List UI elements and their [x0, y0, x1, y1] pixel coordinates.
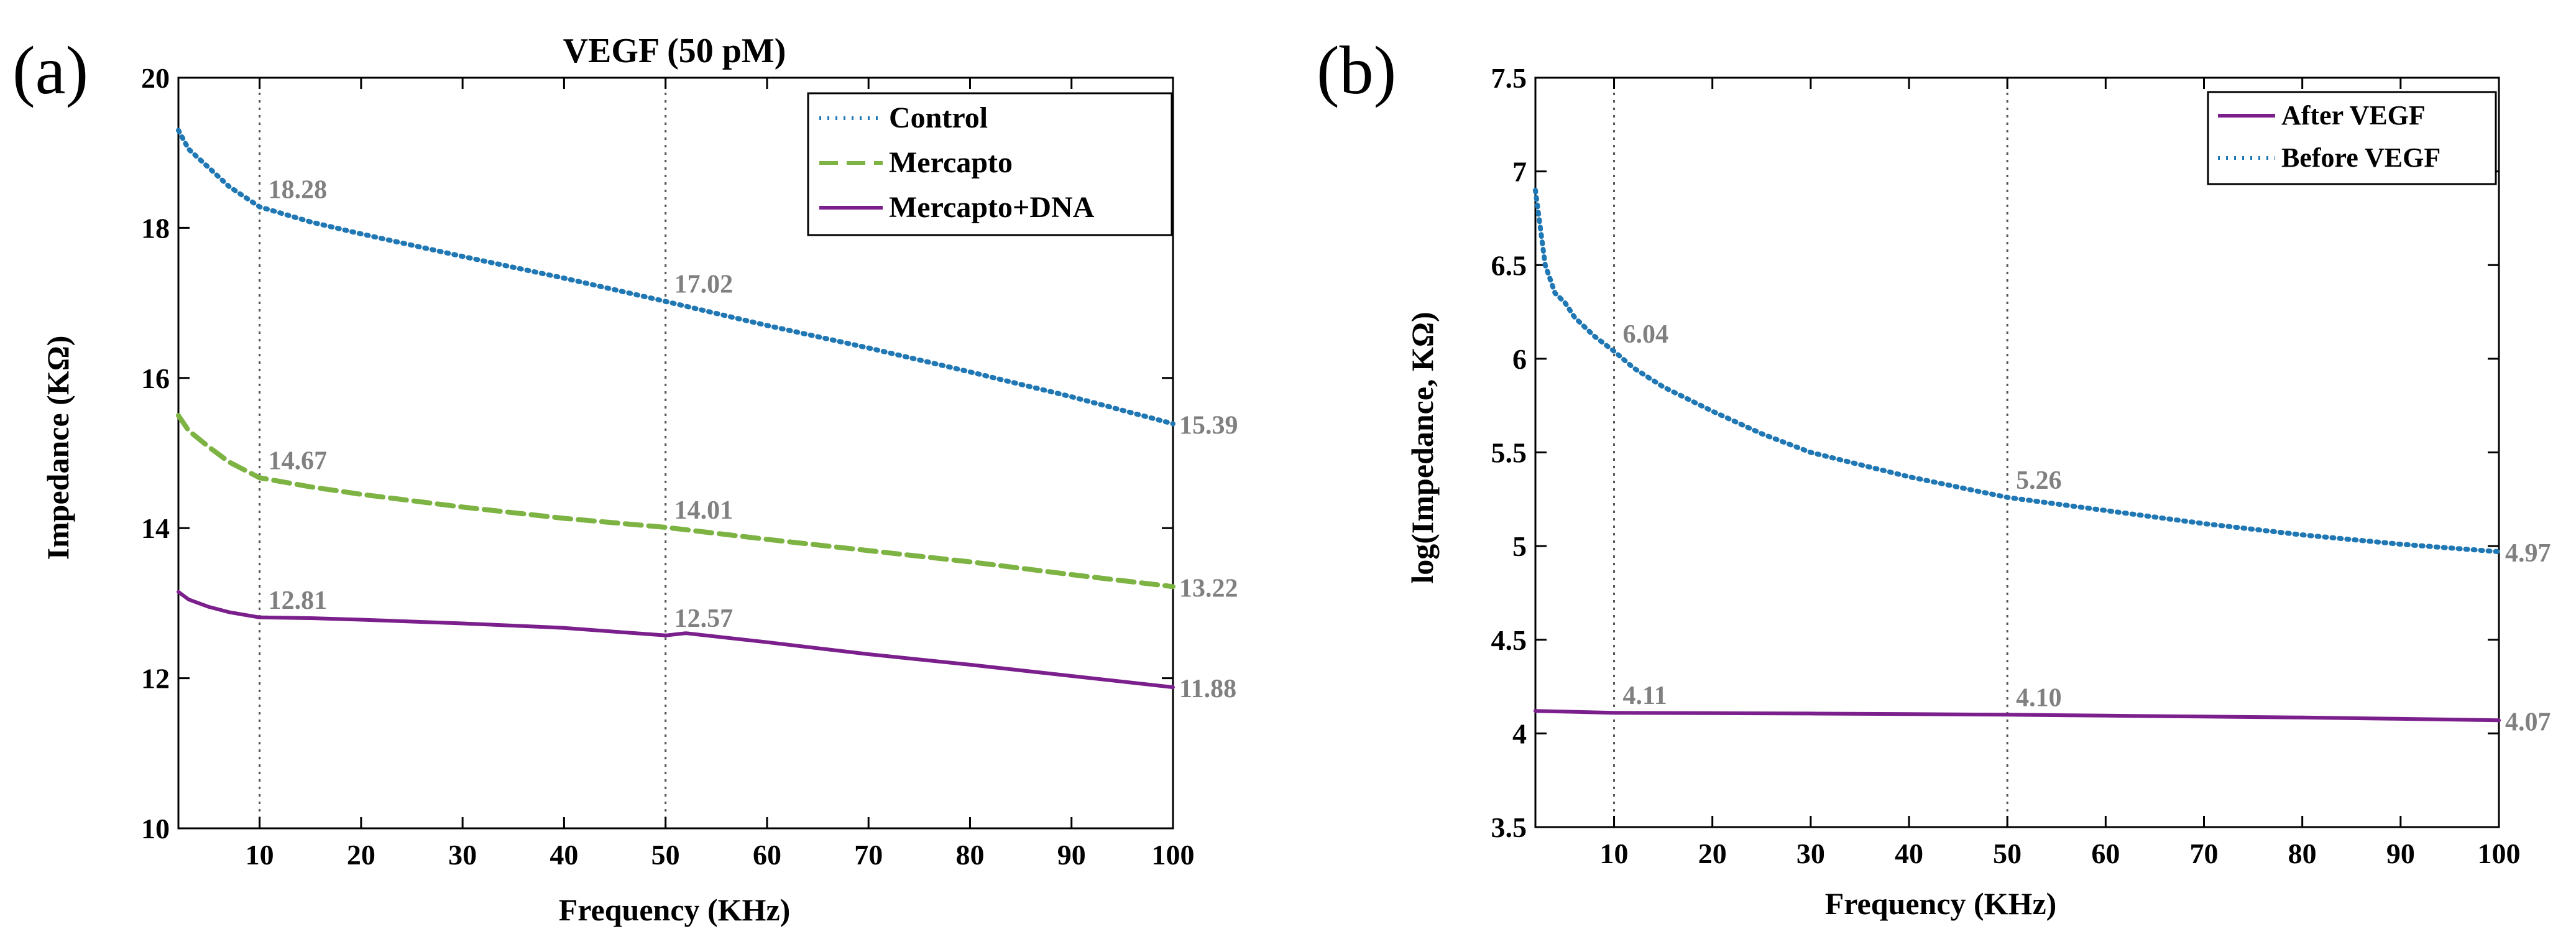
a-ytick-label: 20 [141, 62, 170, 94]
a-xtick-label: 10 [246, 839, 274, 871]
a-xtick-label: 20 [347, 839, 375, 871]
b-data-label: 4.97 [2505, 539, 2551, 568]
panel-b-plot: 10 20 30 40 50 60 70 80 90 100 3.5 4 4.5 5 5.5 6 6.5 7 7.5… [1491, 62, 2551, 869]
b-data-label: 4.07 [2505, 708, 2551, 736]
a-xtick-label: 70 [854, 839, 883, 871]
b-xtick-label: 20 [1698, 838, 1727, 869]
legend-label-after-vegf: After VEGF [2281, 100, 2426, 131]
a-data-label: 15.39 [1179, 411, 1238, 440]
a-xtick-label: 80 [955, 839, 984, 871]
panel-b-xlabel: Frequency (KHz) [1825, 886, 2057, 921]
b-xtick-label: 30 [1796, 838, 1825, 869]
a-xtick-label: 60 [753, 839, 781, 871]
b-data-label: 4.11 [1623, 682, 1667, 710]
b-ytick-label: 7 [1512, 156, 1527, 188]
panel-b-ylabel: log(Impedance, KΩ) [1405, 312, 1440, 583]
legend-label-before-vegf: Before VEGF [2281, 142, 2440, 173]
b-data-label: 4.10 [2016, 683, 2062, 712]
b-xtick-label: 50 [1993, 838, 2022, 869]
a-data-label: 17.02 [674, 271, 734, 299]
a-ytick-label: 18 [141, 212, 170, 244]
b-xtick-label: 40 [1895, 838, 1923, 869]
a-data-label: 18.28 [269, 176, 328, 205]
b-ytick-label: 6.5 [1491, 249, 1527, 281]
b-ytick-label: 3.5 [1491, 812, 1527, 843]
legend-label-mercapto: Mercapto [889, 146, 1013, 179]
panel-a-title: VEGF (50 pM) [563, 32, 786, 70]
b-xtick-label: 60 [2091, 838, 2120, 869]
b-xtick-label: 90 [2386, 838, 2415, 869]
b-data-label: 5.26 [2016, 466, 2062, 495]
panel-a-ylabel: Impedance (KΩ) [40, 336, 75, 560]
legend-label-mercapto-dna: Mercapto+DNA [889, 191, 1095, 224]
b-xtick-label: 10 [1600, 838, 1629, 869]
a-ytick-label: 14 [141, 512, 170, 544]
a-ytick-label: 10 [141, 813, 170, 845]
a-data-label: 14.67 [269, 447, 328, 475]
a-plot-frame [177, 76, 1174, 830]
a-data-label: 11.88 [1179, 675, 1236, 703]
panel-a-letter: (a) [12, 32, 88, 108]
a-xtick-label: 40 [550, 839, 578, 871]
b-data-label: 6.04 [1623, 320, 1669, 349]
a-series-mercapto [176, 413, 1175, 590]
panel-b-legend: After VEGF Before VEGF [2207, 91, 2497, 185]
panel-a-plot: 10 20 30 40 50 60 70 80 90 100 10 12 14 16 18 20 18.28 17… [141, 62, 1238, 871]
b-xtick-label: 70 [2190, 838, 2219, 869]
a-data-label: 12.81 [269, 586, 328, 615]
panel-a-xlabel: Frequency (KHz) [559, 892, 791, 927]
a-series-mercapto-dna [177, 590, 1175, 690]
b-ytick-label: 6 [1512, 343, 1527, 375]
panel-b: (b) log(Impedance, KΩ) Frequency (KHz) 1… [1317, 32, 2551, 921]
b-xtick-label: 100 [2478, 838, 2521, 869]
a-data-label: 14.01 [674, 496, 734, 525]
a-series-control [176, 127, 1175, 427]
b-ytick-label: 5 [1512, 530, 1527, 562]
b-ytick-label: 4.5 [1491, 624, 1527, 656]
b-series-before-vegf [1533, 187, 2501, 555]
a-xtick-label: 50 [651, 839, 680, 871]
panel-a-legend: Control Mercapto Mercapto+DNA [807, 92, 1173, 236]
panel-b-legend-box [2207, 91, 2497, 185]
b-ytick-label: 5.5 [1491, 437, 1527, 469]
panel-a: (a) VEGF (50 pM) Impedance (KΩ) Frequenc… [12, 32, 1238, 927]
b-ytick-label: 7.5 [1491, 62, 1527, 94]
b-xtick-label: 80 [2288, 838, 2317, 869]
b-ytick-label: 4 [1512, 718, 1527, 749]
b-series-after-vegf [1534, 709, 2501, 723]
a-ytick-label: 16 [141, 363, 170, 394]
a-data-label: 13.22 [1179, 574, 1238, 603]
legend-label-control: Control [889, 101, 988, 134]
a-xtick-label: 90 [1057, 839, 1086, 871]
a-xtick-label: 30 [448, 839, 477, 871]
a-data-label: 12.57 [674, 604, 734, 633]
panel-b-letter: (b) [1317, 32, 1396, 108]
a-ytick-label: 12 [141, 663, 170, 695]
a-xtick-label: 100 [1152, 839, 1195, 871]
